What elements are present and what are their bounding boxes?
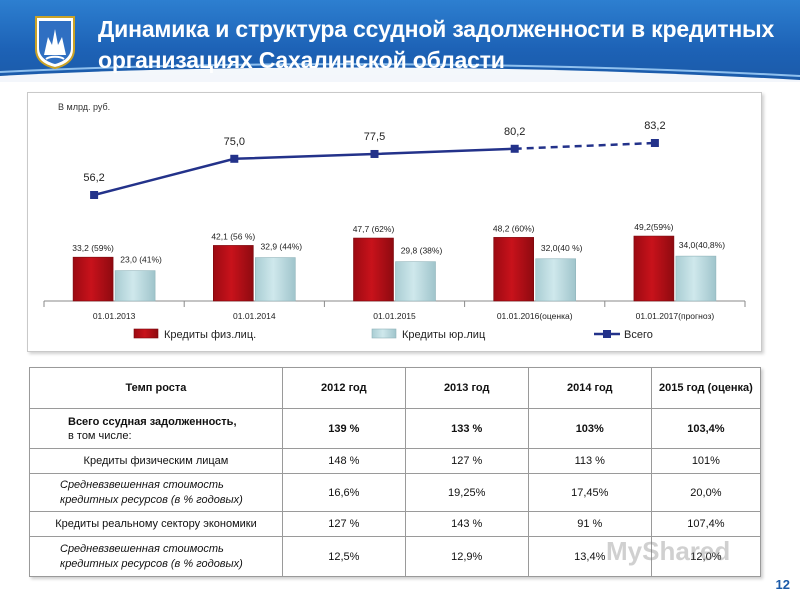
table-cell: 13,4% xyxy=(527,536,652,577)
line-point-total xyxy=(90,191,99,199)
table-cell: 101% xyxy=(650,448,762,474)
x-tick-label: 01.01.2016(оценка) xyxy=(497,311,573,321)
page-number: 12 xyxy=(775,577,790,592)
bar-fiz xyxy=(353,237,394,302)
table-cell: 20,0% xyxy=(650,473,762,512)
table-row: Всего ссудная задолженность, в том числе… xyxy=(29,408,762,449)
x-tick-label: 01.01.2014 xyxy=(233,311,276,321)
table-cell: 12,0% xyxy=(650,536,762,577)
legend-label: Кредиты юр.лиц xyxy=(402,329,486,341)
legend-swatch xyxy=(133,328,159,339)
table-cell: 91 % xyxy=(527,511,652,537)
bar-fiz-label: 49,2(59%) xyxy=(634,222,673,232)
line-value-label: 75,0 xyxy=(224,136,245,148)
bar-fiz-label: 48,2 (60%) xyxy=(493,223,535,233)
x-tick-label: 01.01.2017(прогноз) xyxy=(636,311,715,321)
line-value-label: 80,2 xyxy=(504,126,525,138)
legend-label: Кредиты физ.лиц. xyxy=(164,329,256,341)
line-value-label: 83,2 xyxy=(644,120,665,132)
table-row: Кредиты реальному сектору экономики 127 … xyxy=(29,511,762,537)
table-header-cell: 2012 год xyxy=(281,367,406,409)
table-cell: 16,6% xyxy=(281,473,406,512)
legend-swatch xyxy=(371,328,397,339)
x-tick-label: 01.01.2013 xyxy=(93,311,136,321)
bar-yur-label: 32,0(40 %) xyxy=(541,243,583,253)
line-point-total xyxy=(370,149,379,158)
table-cell: 107,4% xyxy=(650,511,762,537)
table-row-sublabel: в том числе: xyxy=(68,429,132,442)
watermark: MyShared xyxy=(606,536,731,566)
bar-yur xyxy=(675,255,717,302)
bar-yur xyxy=(395,261,436,302)
header-swoosh xyxy=(0,63,800,86)
bar-fiz xyxy=(493,237,535,302)
bar-line-chart: 33,2 (59%) 23,0 (41%) 01.01.2013 42,1 (56 %… xyxy=(43,120,746,341)
table-cell: 113 % xyxy=(527,448,652,474)
table-cell: 103% xyxy=(527,408,652,449)
bar-fiz-label: 42,1 (56 %) xyxy=(211,231,255,241)
table-row-label: Всего ссудная задолженность, в том числе… xyxy=(29,408,283,449)
bar-yur-label: 34,0(40,8%) xyxy=(679,240,725,250)
chart-panel: 33,2 (59%) 23,0 (41%) 01.01.2013 42,1 (56 %… xyxy=(27,92,762,352)
chart-unit-label: В млрд. руб. xyxy=(58,102,111,112)
table-cell: 12,9% xyxy=(404,536,529,577)
table-cell: 17,45% xyxy=(527,473,652,512)
legend-swatch-marker xyxy=(603,330,611,338)
growth-rate-table: Темп роста 2012 год 2013 год 2014 год 20… xyxy=(29,367,762,577)
table-header-cell: Темп роста xyxy=(29,367,283,409)
table-header-cell: 2014 год xyxy=(527,367,652,409)
bar-yur-label: 23,0 (41%) xyxy=(120,255,162,265)
table-header-row: Темп роста 2012 год 2013 год 2014 год 20… xyxy=(29,367,762,409)
bar-fiz-label: 33,2 (59%) xyxy=(72,243,114,253)
table-cell: 148 % xyxy=(281,448,406,474)
line-point-total xyxy=(510,144,519,153)
table-header-cell: 2013 год xyxy=(404,367,529,409)
x-tick-label: 01.01.2015 xyxy=(373,311,416,321)
table-row-label: Кредиты реальному сектору экономики xyxy=(29,511,283,537)
table-cell: 133 % xyxy=(404,408,529,449)
legend-label: Всего xyxy=(624,329,653,341)
series-line-total xyxy=(93,147,515,197)
bar-yur-label: 32,9 (44%) xyxy=(261,242,303,252)
table-row-label: Средневзвешенная стоимость кредитных рес… xyxy=(29,536,283,577)
line-value-label: 77,5 xyxy=(364,131,385,143)
table-row-label: Кредиты физическим лицам xyxy=(29,448,283,474)
bar-yur-label: 29,8 (38%) xyxy=(401,246,443,256)
table-row-label-main: Всего ссудная задолженность, xyxy=(68,415,237,428)
bar-fiz xyxy=(213,245,254,302)
bar-yur xyxy=(255,257,296,302)
page-title: Динамика и структура ссудной задолженнос… xyxy=(98,16,775,73)
bar-yur xyxy=(114,270,156,302)
table-row: Средневзвешенная стоимость кредитных рес… xyxy=(29,473,762,512)
bar-yur xyxy=(535,258,577,302)
table-cell: 12,5% xyxy=(281,536,406,577)
coat-of-arms-icon xyxy=(35,16,75,69)
bar-fiz-label: 47,7 (62%) xyxy=(353,224,395,234)
table-cell: 19,25% xyxy=(404,473,529,512)
bar-fiz xyxy=(72,256,114,302)
series-line-total-forecast xyxy=(514,141,655,151)
line-value-label: 56,2 xyxy=(83,172,104,184)
bar-fiz xyxy=(633,235,675,302)
line-point-total xyxy=(230,154,239,163)
table-row-label: Средневзвешенная стоимость кредитных рес… xyxy=(29,473,283,512)
table-row: Кредиты физическим лицам 148 % 127 % 113… xyxy=(29,448,762,474)
table-cell: 127 % xyxy=(404,448,529,474)
table-cell: 127 % xyxy=(281,511,406,537)
table-header-cell: 2015 год (оценка) xyxy=(650,367,762,409)
table-cell: 139 % xyxy=(281,408,406,449)
table-cell: 103,4% xyxy=(650,408,762,449)
line-point-total xyxy=(650,139,659,147)
table-row: Средневзвешенная стоимость кредитных рес… xyxy=(29,536,762,577)
table-cell: 143 % xyxy=(404,511,529,537)
header-banner: Динамика и структура ссудной задолженнос… xyxy=(0,0,800,86)
